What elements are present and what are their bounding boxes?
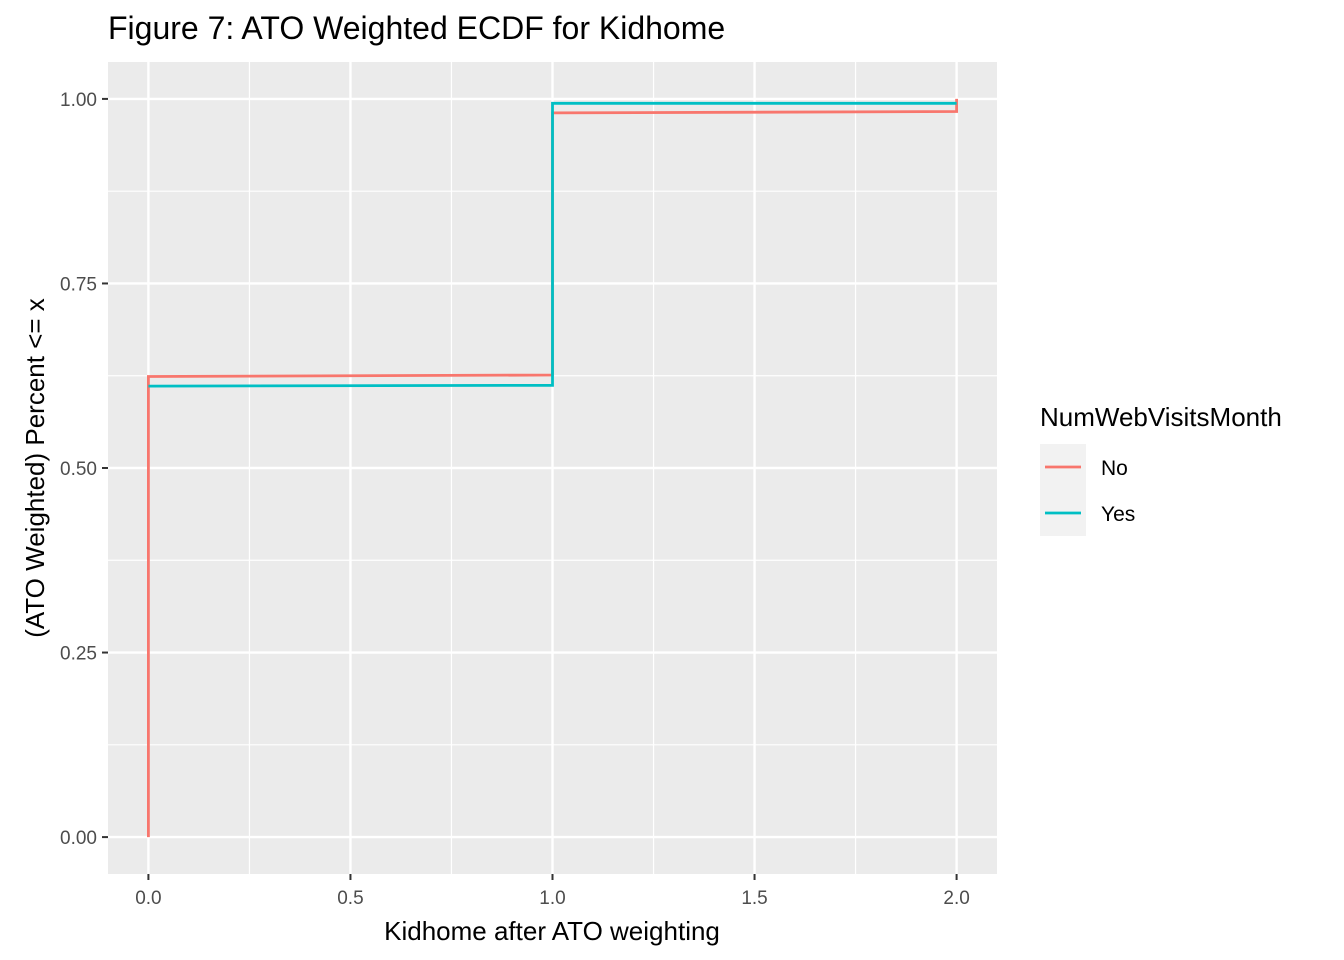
legend-label-yes: Yes: [1101, 503, 1135, 526]
x-tick-label: 1.5: [741, 888, 767, 909]
legend: NumWebVisitsMonth No Yes: [1040, 402, 1282, 536]
legend-title: NumWebVisitsMonth: [1040, 402, 1282, 432]
x-axis-title: Kidhome after ATO weighting: [384, 916, 720, 946]
y-tick-label: 0.25: [60, 644, 97, 665]
x-tick-label: 0.0: [135, 888, 161, 909]
y-axis-title: (ATO Weighted) Percent <= x: [20, 298, 50, 638]
legend-label-no: No: [1101, 457, 1128, 480]
x-tick-label: 0.5: [337, 888, 363, 909]
x-axis: 0.0 0.5 1.0 1.5 2.0: [135, 874, 970, 909]
legend-key-background: [1040, 444, 1086, 536]
legend-items: No Yes: [1045, 457, 1135, 526]
series-line-yes: [148, 101, 957, 388]
x-tick-label: 1.0: [539, 888, 565, 909]
series-lines: [146, 98, 958, 838]
x-tick-label: 2.0: [943, 888, 969, 909]
y-tick-label: 0.00: [60, 828, 97, 849]
y-tick-label: 0.50: [60, 459, 97, 480]
y-axis: 0.00 0.25 0.50 0.75 1.00: [60, 90, 108, 849]
major-gridlines: [108, 62, 997, 874]
chart-title: Figure 7: ATO Weighted ECDF for Kidhome: [108, 10, 725, 46]
y-tick-label: 0.75: [60, 274, 97, 295]
y-tick-label: 1.00: [60, 90, 97, 111]
